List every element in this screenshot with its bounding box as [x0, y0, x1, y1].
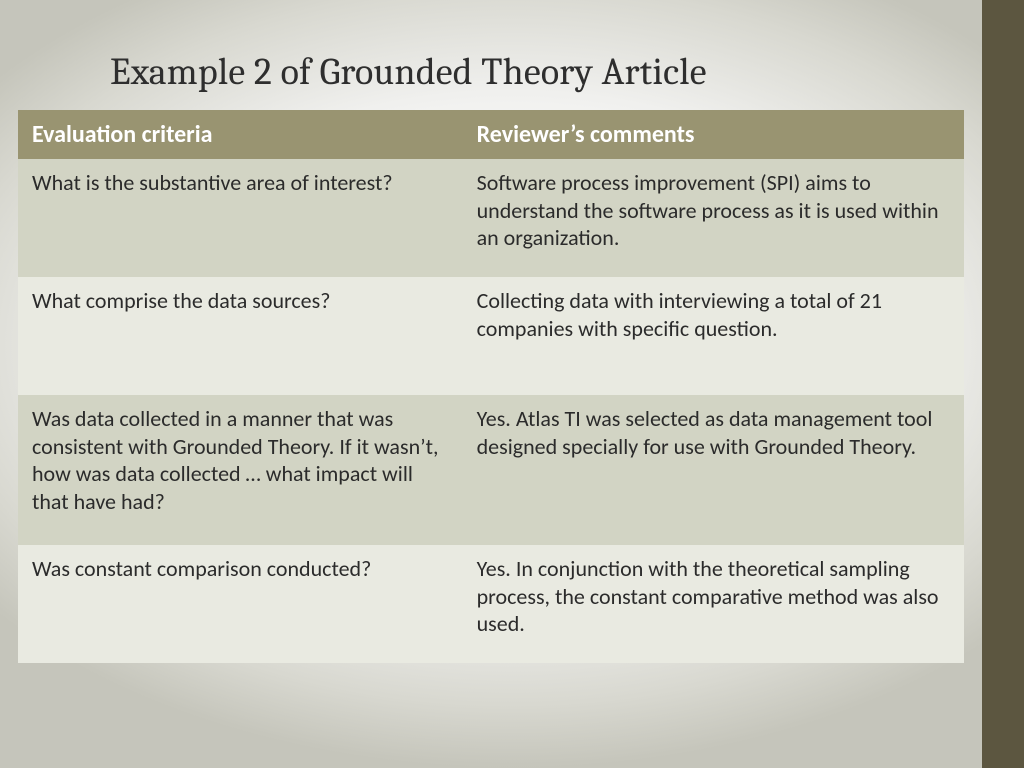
col-header-comments: Reviewer’s comments	[463, 110, 964, 159]
table-body: What is the substantive area of interest…	[18, 159, 964, 663]
slide-stage: Example 2 of Grounded Theory Article Eva…	[0, 0, 1024, 768]
comments-cell: Software process improvement (SPI) aims …	[463, 159, 964, 277]
criteria-cell: What comprise the data sources?	[18, 277, 463, 395]
comments-cell: Collecting data with interviewing a tota…	[463, 277, 964, 395]
table-row: Was data collected in a manner that was …	[18, 395, 964, 545]
evaluation-table: Evaluation criteria Reviewer’s comments …	[18, 110, 964, 663]
table-row: What comprise the data sources? Collecti…	[18, 277, 964, 395]
comments-cell: Yes. Atlas TI was selected as data manag…	[463, 395, 964, 545]
criteria-cell: What is the substantive area of interest…	[18, 159, 463, 277]
table-row: Was constant comparison conducted? Yes. …	[18, 545, 964, 663]
decorative-sidebar	[982, 0, 1024, 768]
table-header-row: Evaluation criteria Reviewer’s comments	[18, 110, 964, 159]
slide-title: Example 2 of Grounded Theory Article	[110, 50, 707, 94]
criteria-cell: Was data collected in a manner that was …	[18, 395, 463, 545]
comments-cell: Yes. In conjunction with the theoretical…	[463, 545, 964, 663]
criteria-cell: Was constant comparison conducted?	[18, 545, 463, 663]
table-row: What is the substantive area of interest…	[18, 159, 964, 277]
col-header-criteria: Evaluation criteria	[18, 110, 463, 159]
